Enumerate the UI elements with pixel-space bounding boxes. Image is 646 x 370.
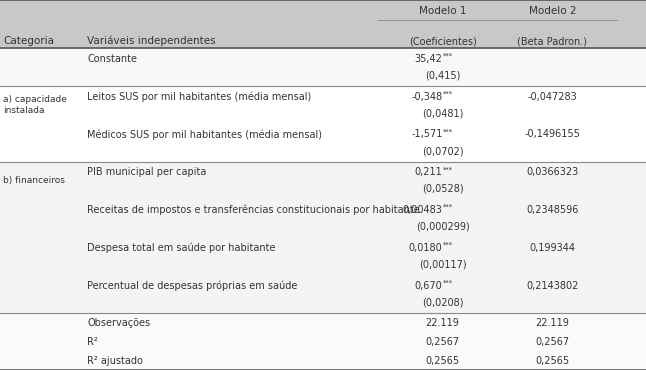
Text: -0,1496155: -0,1496155 [525, 130, 580, 139]
Text: (0,415): (0,415) [425, 70, 460, 80]
Text: Receitas de impostos e transferências constitucionais por habitante: Receitas de impostos e transferências co… [87, 205, 420, 215]
Text: 0,670: 0,670 [415, 281, 443, 291]
Bar [0, 238, 646, 275]
Text: Constante: Constante [87, 54, 137, 64]
Text: 0,2565: 0,2565 [426, 356, 459, 366]
Bar [0, 313, 646, 332]
Bar [0, 48, 646, 86]
Text: PIB municipal per capita: PIB municipal per capita [87, 167, 207, 177]
Text: Categoria: Categoria [3, 36, 54, 46]
Text: 0,211: 0,211 [415, 167, 443, 177]
Bar [0, 199, 646, 238]
Text: Percentual de despesas próprias em saúde: Percentual de despesas próprias em saúde [87, 281, 298, 291]
Bar [0, 351, 646, 370]
Text: 0,2143802: 0,2143802 [526, 281, 579, 291]
Bar [0, 162, 646, 199]
Bar [0, 275, 646, 313]
Text: (0,0208): (0,0208) [422, 297, 463, 307]
Text: ***: *** [443, 91, 453, 97]
Text: -0,348: -0,348 [412, 91, 443, 102]
Text: Médicos SUS por mil habitantes (média mensal): Médicos SUS por mil habitantes (média me… [87, 129, 322, 140]
Text: ***: *** [443, 280, 453, 286]
Text: Modelo 2: Modelo 2 [528, 6, 576, 16]
Text: 0,199344: 0,199344 [529, 243, 576, 253]
Text: ***: *** [443, 204, 453, 210]
Text: (0,000299): (0,000299) [415, 222, 470, 232]
Text: Observações: Observações [87, 318, 151, 328]
Text: 0,2565: 0,2565 [536, 356, 569, 366]
Text: Leitos SUS por mil habitantes (média mensal): Leitos SUS por mil habitantes (média men… [87, 91, 311, 102]
Bar [0, 124, 646, 162]
Text: Modelo 1: Modelo 1 [419, 6, 466, 16]
Text: 0,2348596: 0,2348596 [526, 205, 579, 215]
Text: ***: *** [443, 128, 453, 134]
Bar [0, 86, 646, 124]
Text: b) financeiros: b) financeiros [3, 176, 65, 185]
Text: (0,0481): (0,0481) [422, 108, 463, 118]
Text: 22.119: 22.119 [426, 318, 459, 328]
Text: -0,047283: -0,047283 [527, 91, 578, 102]
Text: ***: *** [443, 166, 453, 172]
Text: (Coeficientes): (Coeficientes) [409, 36, 476, 46]
Text: ***: *** [443, 53, 453, 59]
Bar [0, 332, 646, 351]
Text: R² ajustado: R² ajustado [87, 356, 143, 366]
Bar [0, 0, 646, 48]
Text: 0,00483: 0,00483 [402, 205, 443, 215]
Text: 22.119: 22.119 [536, 318, 569, 328]
Text: (Beta Padron.): (Beta Padron.) [517, 36, 587, 46]
Text: 35,42: 35,42 [415, 54, 443, 64]
Text: 0,2567: 0,2567 [426, 337, 459, 347]
Text: (0,00117): (0,00117) [419, 260, 466, 270]
Text: 0,2567: 0,2567 [536, 337, 569, 347]
Text: ***: *** [443, 242, 453, 248]
Text: a) capacidade
instalada: a) capacidade instalada [3, 95, 67, 115]
Text: 0,0366323: 0,0366323 [526, 167, 578, 177]
Text: (0,0702): (0,0702) [422, 146, 463, 156]
Text: -1,571: -1,571 [411, 130, 443, 139]
Text: Variáveis independentes: Variáveis independentes [87, 36, 216, 46]
Text: (0,0528): (0,0528) [422, 184, 463, 194]
Text: R²: R² [87, 337, 98, 347]
Text: 0,0180: 0,0180 [409, 243, 443, 253]
Text: Despesa total em saúde por habitante: Despesa total em saúde por habitante [87, 243, 276, 253]
